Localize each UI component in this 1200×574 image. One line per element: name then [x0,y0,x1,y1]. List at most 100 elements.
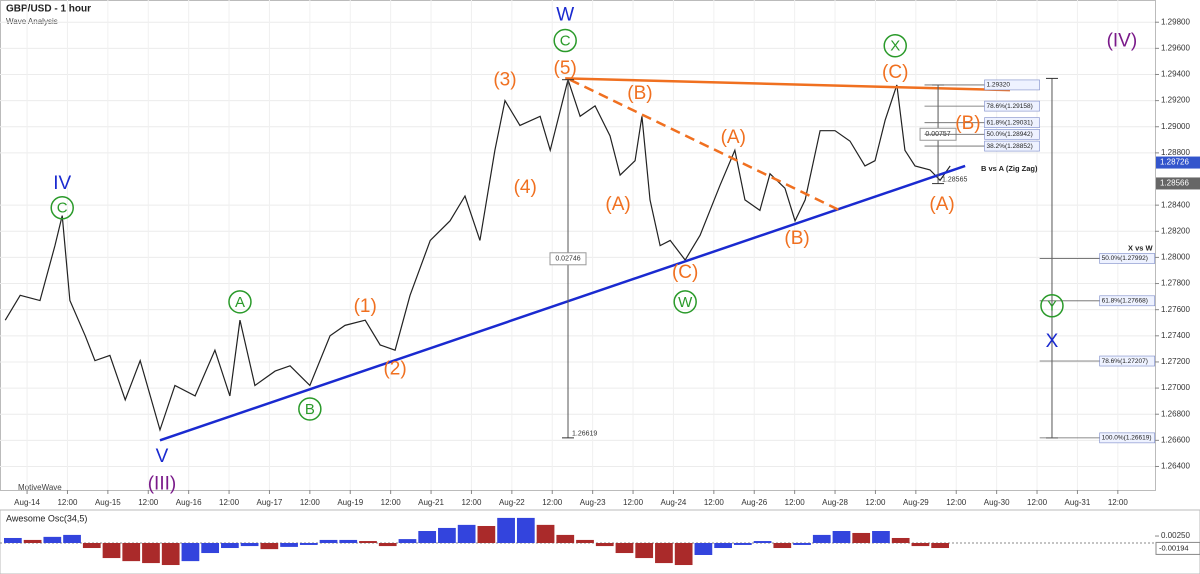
chart-subtitle: Wave Analysis [6,17,58,26]
y-tick-label: 1.29600 [1161,43,1190,52]
oscillator-bar [457,524,476,543]
y-tick-label: 1.27000 [1161,383,1190,392]
wave-label: (IV) [1107,31,1138,52]
fib-title: B vs A (Zig Zag) [981,164,1038,173]
oscillator-bar [773,543,792,549]
oscillator-bar [911,543,930,547]
x-tick-label: Aug-16 [176,498,202,507]
x-tick-label: Aug-22 [499,498,525,507]
oscillator-bar [4,537,22,543]
measure-end-label: 1.26619 [572,431,597,438]
wave-label: C [560,32,571,49]
oscillator-bar [280,543,298,547]
wave-label: W [678,294,693,311]
wave-circle [1040,294,1064,318]
oscillator-bar [122,543,141,562]
wave-label: (A) [929,194,954,215]
x-tick-label: 12:00 [946,498,967,507]
oscillator-bar [793,543,811,545]
price-marker-label: 1.28566 [1160,179,1189,188]
trendline [159,164,966,442]
oscillator-bar [161,543,180,566]
oscillator-bar [102,543,121,559]
x-tick-label: 12:00 [138,498,159,507]
wave-circle [673,290,697,314]
oscillator-bar [378,543,397,547]
wave-label: (4) [514,177,537,198]
y-tick-label: 1.28000 [1161,253,1190,262]
x-tick-label: Aug-28 [822,498,848,507]
price-marker-label: 1.28726 [1160,158,1189,167]
measure-label-box [549,252,587,266]
wave-label: (A) [605,194,630,215]
wave-label: IV [53,173,71,194]
oscillator-bar [398,539,417,543]
oscillator-bar [181,543,200,562]
trendline [569,78,841,212]
oscillator-bar [201,543,220,554]
y-tick-label: 1.27400 [1161,331,1190,340]
wave-label: (5) [554,58,577,79]
x-tick-label: Aug-31 [1065,498,1091,507]
oscillator-bar [931,543,949,549]
oscillator-bar [635,543,654,559]
y-tick-label: 1.29000 [1161,122,1190,131]
wave-label: (III) [148,473,177,494]
oscillator-bar [43,536,62,543]
price-line [4,77,951,432]
price-marker [1156,177,1200,190]
x-tick-label: Aug-26 [741,498,767,507]
measure-end-label: 1.28565 [942,176,967,183]
fib-label: 1.29320 [987,82,1011,89]
oscillator-bar [753,541,772,543]
oscillator-bar [852,532,871,543]
oscillator-bar [299,543,318,545]
wave-circle [50,196,74,220]
x-tick-label: 12:00 [300,498,321,507]
oscillator-bar [82,543,101,549]
wave-label: (B) [784,228,809,249]
wave-label: C [57,200,68,217]
oscillator-bar [655,543,673,564]
oscillator-bar [891,537,910,543]
fib-label: 78.6%(1.27207) [1102,358,1148,365]
x-tick-label: 12:00 [785,498,806,507]
oscillator-bar [142,543,160,564]
x-tick-label: Aug-14 [14,498,40,507]
y-tick-label: 1.28200 [1161,226,1190,235]
fib-label-box [1099,355,1155,367]
wave-label: A [235,294,245,311]
wave-label: B [305,401,315,418]
x-tick-label: Aug-30 [984,498,1010,507]
x-tick-label: 12:00 [623,498,644,507]
y-tick-label: 1.29800 [1161,17,1190,26]
oscillator-bar [477,525,496,543]
fib-label: 78.6%(1.29158) [987,103,1033,110]
fib-label-box [984,79,1040,91]
watermark: MotiveWave [18,483,62,492]
wave-label: W [556,4,574,25]
fib-title: X vs W [1128,243,1154,252]
fib-label: 61.8%(1.29031) [987,119,1033,126]
wave-label: (B) [955,113,980,134]
x-tick-label: 12:00 [381,498,402,507]
wave-label: (2) [383,358,406,379]
fib-label: 50.0%(1.28942) [987,131,1033,138]
y-tick-label: 1.26800 [1161,409,1190,418]
oscillator-panel [0,509,1200,574]
wave-label: V [156,446,169,467]
oscillator-marker-label: -0.00194 [1159,543,1189,552]
y-tick-label: 1.27200 [1161,357,1190,366]
oscillator-bar [359,541,377,543]
fib-label: 61.8%(1.27668) [1102,298,1148,305]
osc-y-tick-label: 0.00250 [1161,531,1190,540]
x-tick-label: 12:00 [219,498,240,507]
oscillator-bar [694,543,713,555]
x-tick-label: Aug-24 [661,498,687,507]
oscillator-bar [438,527,456,543]
y-tick-label: 1.28800 [1161,148,1190,157]
x-tick-label: 12:00 [1108,498,1129,507]
x-tick-label: 12:00 [57,498,78,507]
